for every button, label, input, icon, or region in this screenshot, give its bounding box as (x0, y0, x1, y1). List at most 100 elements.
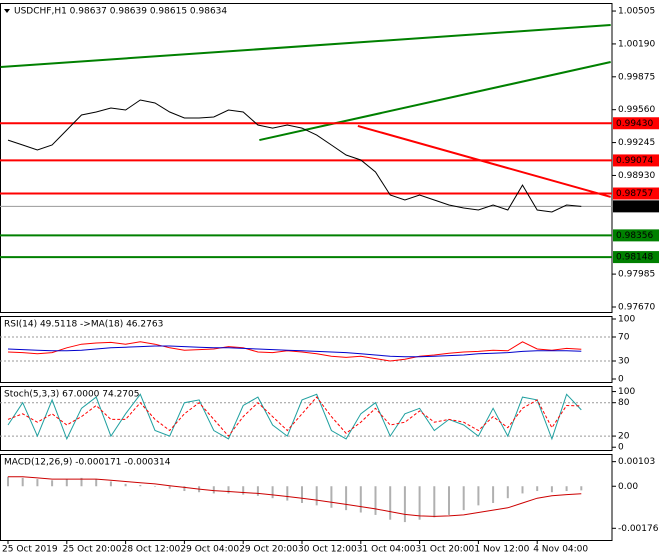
histogram-bar (433, 486, 436, 518)
level-label-box (613, 187, 659, 200)
y-tick-label: 0 (618, 443, 624, 453)
x-tick-label: 30 Oct 12:00 (298, 545, 357, 555)
level-label-box (613, 154, 659, 167)
x-tick-label: 1 Nov 12:00 (474, 545, 529, 555)
panel-title: Stoch(5,3,3) 67.0000 74.2705 (4, 390, 139, 400)
histogram-bar (109, 481, 112, 487)
level-label: 0.98148 (616, 253, 653, 263)
y-tick-label: 1.00505 (618, 7, 655, 17)
x-tick-label: 29 Oct 04:00 (180, 545, 239, 555)
histogram-bar (389, 486, 392, 520)
menu-arrow (4, 9, 10, 13)
series-line (7, 393, 582, 441)
histogram-bar (536, 486, 539, 492)
histogram-bar (286, 486, 289, 501)
level-label: 0.99430 (616, 119, 653, 129)
histogram-bar (36, 479, 39, 487)
series-line (7, 345, 582, 358)
panel-frame (0, 454, 613, 541)
histogram-bar (168, 486, 171, 489)
level-label: 0.98757 (616, 189, 653, 199)
x-tick-label: 4 Nov 04:00 (533, 545, 588, 555)
histogram-bar (7, 476, 9, 487)
histogram-bar (315, 486, 318, 506)
histogram-bar (80, 477, 83, 487)
y-tick-label: 0.99560 (618, 105, 655, 115)
trend-line (357, 125, 611, 198)
level-label: 0.99074 (616, 156, 653, 166)
histogram-bar (271, 486, 274, 499)
histogram-bar (212, 486, 215, 494)
y-tick-label: 80 (618, 398, 630, 408)
y-tick-label: -0.00176 (618, 524, 659, 534)
y-tick-label: 0.00103 (618, 457, 655, 467)
histogram-bar (565, 486, 568, 492)
x-tick-label: 31 Oct 20:00 (416, 545, 475, 555)
panel-frame (0, 3, 613, 313)
histogram-bar (51, 480, 54, 487)
histogram-bar (462, 486, 465, 511)
histogram-bar (124, 483, 127, 487)
histogram-bar (95, 479, 98, 487)
histogram-bar (492, 486, 495, 503)
y-tick-label: 0.99875 (618, 72, 655, 82)
trend-line (0, 24, 611, 68)
trend-line (259, 61, 611, 142)
y-tick-label: 0 (618, 375, 624, 385)
histogram-bar (359, 486, 362, 513)
panel-frame (0, 386, 613, 451)
y-tick-label: 0.97985 (618, 270, 655, 280)
level-label-box (613, 200, 659, 213)
level-label: 0.98356 (616, 231, 653, 241)
y-tick-label: 30 (618, 357, 630, 367)
y-tick-label: 70 (618, 333, 630, 343)
histogram-bar (418, 486, 421, 520)
histogram-bar (301, 486, 303, 503)
x-tick-label: 25 Oct 2019 (2, 545, 58, 555)
panel-title: RSI(14) 49.5118 ->MA(18) 46.2763 (4, 320, 163, 330)
histogram-bar (330, 486, 333, 508)
histogram-bar (65, 479, 68, 487)
histogram-bar (139, 485, 142, 487)
histogram-bar (448, 486, 450, 515)
x-tick-label: 28 Oct 12:00 (122, 545, 181, 555)
x-tick-label: 31 Oct 04:00 (357, 545, 416, 555)
histogram-bar (374, 486, 377, 515)
histogram-bar (580, 486, 583, 491)
histogram-bar (521, 486, 524, 494)
y-tick-label: 100 (618, 387, 635, 397)
y-tick-label: 1.00190 (618, 39, 655, 49)
y-tick-label: 0.99245 (618, 138, 655, 148)
series-line (7, 396, 582, 437)
histogram-bar (345, 486, 348, 511)
histogram-bar (256, 486, 259, 496)
series-line (8, 476, 582, 517)
level-label-box (613, 251, 659, 264)
panel-frame (0, 316, 613, 383)
histogram-bar (477, 486, 480, 506)
y-tick-label: 0.97670 (618, 302, 655, 312)
level-label-box (613, 117, 659, 130)
histogram-bar (506, 486, 509, 499)
histogram-bar (242, 486, 245, 495)
histogram-bar (227, 486, 230, 494)
x-tick-label: 29 Oct 20:00 (239, 545, 298, 555)
histogram-bar (21, 477, 24, 487)
series-line (7, 99, 582, 213)
histogram-bar (183, 486, 186, 492)
panel-title: USDCHF,H1 0.98637 0.98639 0.98615 0.9863… (14, 7, 227, 17)
y-tick-label: 100 (618, 315, 635, 325)
level-label-box (613, 229, 659, 242)
level-label: 0.98634 (616, 202, 653, 212)
series-line (7, 341, 582, 362)
y-tick-label: 0.98930 (618, 171, 655, 181)
panel-title: MACD(12,26,9) -0.000171 -0.000314 (4, 458, 171, 468)
histogram-bar (403, 486, 406, 523)
y-tick-label: 0.00 (618, 482, 638, 492)
histogram-bar (154, 486, 156, 487)
x-tick-label: 25 Oct 20:00 (63, 545, 122, 555)
histogram-bar (550, 486, 553, 493)
y-tick-label: 20 (618, 432, 630, 442)
